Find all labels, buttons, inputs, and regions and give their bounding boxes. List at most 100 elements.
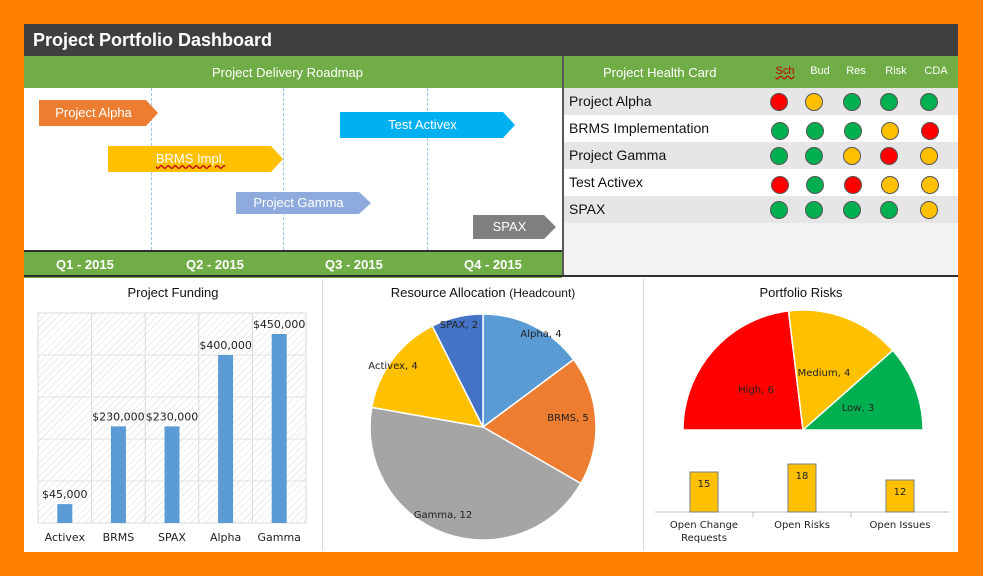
section-divider (562, 56, 564, 276)
status-indicator-green (880, 93, 898, 111)
health-card-project-name: BRMS Implementation (569, 120, 710, 136)
roadmap-bar-brms: BRMS Impl. (108, 146, 283, 172)
quarter-label: Q1 - 2015 (56, 257, 114, 272)
status-indicator-green (805, 201, 823, 219)
funding-bar (57, 504, 73, 523)
quarter-label: Q3 - 2015 (325, 257, 383, 272)
section-divider (24, 275, 958, 277)
pie-slice-spax (431, 313, 484, 428)
status-indicator-red (770, 93, 788, 111)
status-indicator-green (844, 122, 862, 140)
roadmap-bar-test-activex: Test Activex (340, 112, 515, 138)
open-items-category: Open Change (670, 520, 738, 531)
risk-title: Portfolio Risks (759, 285, 843, 300)
pie-label: Activex, 4 (368, 361, 417, 372)
funding-bar (164, 426, 180, 523)
health-card-header: Project Health Card (603, 65, 717, 80)
quarter-divider (427, 88, 428, 250)
funding-value-label: $450,000 (253, 318, 306, 331)
status-indicator-green (843, 201, 861, 219)
pie-slice-alpha (482, 313, 575, 429)
health-card-project-name: Project Alpha (569, 93, 652, 109)
status-indicator-green (880, 201, 898, 219)
resource-panel: Resource Allocation (Headcount) Alpha, 4… (323, 279, 643, 550)
risk-slice-medium (787, 309, 894, 432)
col-cda: CDA (924, 65, 948, 77)
resource-title-main: Resource Allocation (390, 285, 506, 300)
roadmap-bar-label: BRMS Impl. (155, 151, 226, 166)
funding-value-label: $45,000 (42, 488, 88, 501)
roadmap-area: Project Alpha Test Activex BRMS Impl. Pr… (24, 88, 562, 250)
dashboard-frame: Project Portfolio Dashboard Project Deli… (24, 24, 958, 552)
funding-chart: $45,000 Activex $230,000 BRMS $230,000 SPAX $4… (37, 312, 307, 544)
quarter-label: Q4 - 2015 (464, 257, 522, 272)
open-items-category: Requests (681, 533, 727, 544)
pie-label: Gamma, 12 (414, 510, 473, 521)
status-indicator-yellow (921, 176, 939, 194)
funding-bar (271, 334, 287, 523)
risk-chart: High, 6 Medium, 4 Low, 3 15 Open Change Reque… (655, 309, 949, 544)
col-bud: Bud (810, 65, 830, 77)
funding-category-label: SPAX (158, 531, 186, 544)
open-items-category: Open Risks (774, 520, 830, 531)
panel-separator (643, 279, 644, 550)
resource-title-suffix: (Headcount) (509, 286, 576, 300)
funding-bar (110, 426, 126, 523)
open-items-value: 18 (796, 471, 809, 482)
funding-category-label: Alpha (210, 531, 241, 544)
roadmap-bar-spax: SPAX (473, 215, 556, 239)
status-indicator-red (880, 147, 898, 165)
health-card-project-name: SPAX (569, 201, 606, 217)
open-items-value: 15 (698, 479, 711, 490)
section-header-bar: Project Delivery Roadmap Project Health … (24, 56, 958, 88)
status-indicator-yellow (805, 93, 823, 111)
risk-label: High, 6 (738, 385, 774, 396)
status-indicator-red (921, 122, 939, 140)
roadmap-bar-label: Project Alpha (55, 105, 132, 120)
dashboard-title: Project Portfolio Dashboard (33, 30, 273, 50)
funding-value-label: $230,000 (146, 410, 199, 423)
roadmap-bar-label: Test Activex (388, 117, 457, 132)
roadmap-bar-project-gamma: Project Gamma (236, 192, 371, 214)
panel-separator (322, 279, 323, 550)
status-indicator-yellow (920, 147, 938, 165)
risk-label: Medium, 4 (798, 368, 851, 379)
status-indicator-yellow (881, 122, 899, 140)
status-indicator-yellow (881, 176, 899, 194)
quarter-divider (283, 88, 284, 250)
risk-panel: Portfolio Risks High, 6 Medium, 4 Low, 3 15… (644, 279, 958, 550)
roadmap-bar-label: Project Gamma (253, 195, 344, 210)
status-indicator-red (771, 176, 789, 194)
status-indicator-green (770, 201, 788, 219)
health-card-project-name: Project Gamma (569, 147, 667, 163)
pie-label: BRMS, 5 (547, 413, 589, 424)
quarter-label: Q2 - 2015 (186, 257, 244, 272)
funding-title: Project Funding (127, 285, 219, 300)
col-sch: Sch (775, 65, 795, 77)
status-indicator-red (844, 176, 862, 194)
roadmap-bar-label: SPAX (492, 219, 527, 234)
funding-category-label: Activex (45, 531, 86, 544)
health-card-row: Project Gamma (564, 142, 958, 169)
status-indicator-green (771, 122, 789, 140)
health-card-row: Test Activex (564, 169, 958, 196)
funding-category-label: Gamma (257, 531, 300, 544)
open-items-category: Open Issues (870, 520, 931, 531)
roadmap-header: Project Delivery Roadmap (212, 65, 364, 80)
col-risk: Risk (885, 65, 907, 77)
open-items-bar (885, 479, 915, 513)
pie-slice-brms (481, 358, 597, 485)
risk-slice-low (801, 349, 924, 431)
status-indicator-green (920, 93, 938, 111)
health-card-project-name: Test Activex (569, 174, 643, 190)
roadmap-bar-project-alpha: Project Alpha (39, 100, 158, 126)
health-card-row: SPAX (564, 196, 958, 223)
resource-title: Resource Allocation (Headcount) (323, 285, 643, 300)
funding-bar (218, 355, 234, 523)
pie-slice-gamma (369, 406, 582, 541)
status-indicator-green (770, 147, 788, 165)
funding-value-label: $230,000 (92, 410, 145, 423)
resource-chart: Alpha, 4 BRMS, 5 Gamma, 12 Activex, 4 SPAX, … (368, 313, 597, 541)
open-items-value: 12 (894, 487, 907, 498)
risk-slice-high (682, 310, 804, 431)
